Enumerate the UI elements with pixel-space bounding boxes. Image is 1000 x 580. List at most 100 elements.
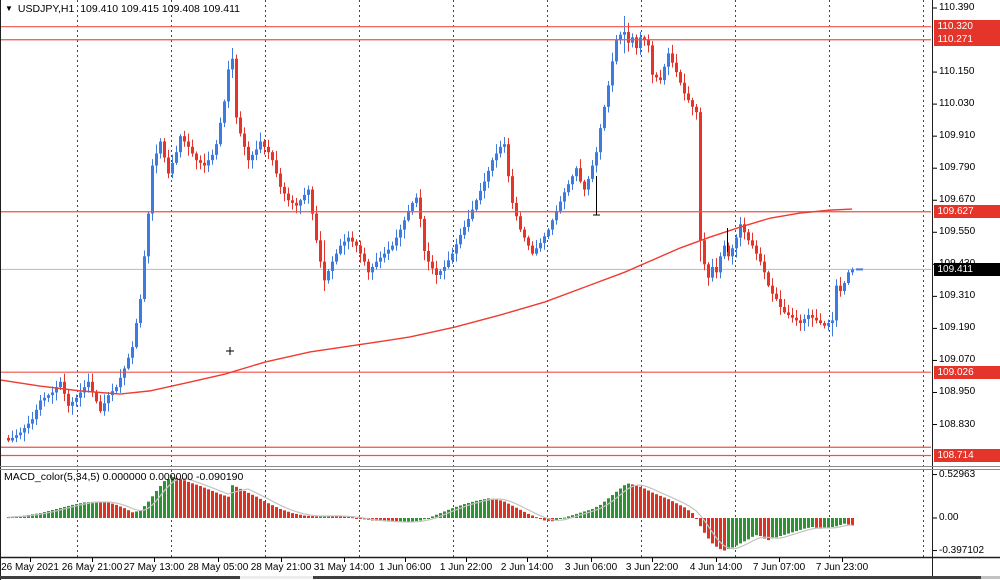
macd-histogram-bar bbox=[171, 477, 174, 518]
time-axis-label: 1 Jun 22:00 bbox=[439, 562, 493, 573]
macd-histogram-bar bbox=[767, 518, 770, 541]
macd-histogram-bar bbox=[419, 518, 422, 521]
macd-histogram-bar bbox=[243, 490, 246, 518]
candle-body bbox=[59, 381, 62, 388]
candle-body bbox=[827, 323, 830, 326]
candle-body bbox=[807, 315, 810, 320]
candle-body bbox=[207, 160, 210, 166]
candle-body bbox=[187, 141, 190, 147]
candle-body bbox=[675, 62, 678, 73]
candle-body bbox=[171, 162, 174, 174]
candle-body bbox=[23, 428, 26, 433]
candle-body bbox=[539, 242, 542, 249]
candle-body bbox=[323, 261, 326, 281]
candle-body bbox=[671, 53, 674, 63]
candle-body bbox=[771, 285, 774, 294]
macd-histogram-bar bbox=[483, 499, 486, 518]
candle-body bbox=[851, 269, 854, 273]
time-axis-label: 7 Jun 23:00 bbox=[815, 562, 869, 573]
h-scrollbar[interactable] bbox=[0, 576, 1000, 579]
macd-histogram-bar bbox=[139, 510, 142, 518]
macd-histogram-bar bbox=[287, 511, 290, 518]
macd-values: 0.000000 0.000000 -0.090190 bbox=[102, 471, 244, 483]
macd-histogram-bar bbox=[283, 510, 286, 518]
candle-body bbox=[791, 315, 794, 318]
macd-histogram-bar bbox=[435, 514, 438, 518]
time-axis-label: 1 Jun 06:00 bbox=[378, 562, 432, 573]
macd-histogram-bar bbox=[547, 518, 550, 521]
candle-body bbox=[751, 240, 754, 246]
time-axis-label: 31 May 14:00 bbox=[313, 562, 375, 573]
candle-body bbox=[599, 128, 602, 153]
macd-histogram-bar bbox=[351, 517, 354, 519]
candle-body bbox=[31, 419, 34, 424]
macd-histogram-bar bbox=[795, 518, 798, 532]
macd-histogram-bar bbox=[327, 515, 330, 518]
macd-histogram-bar bbox=[467, 502, 470, 518]
macd-histogram-bar bbox=[811, 518, 814, 528]
candle-body bbox=[243, 133, 246, 147]
macd-histogram-bar bbox=[275, 507, 278, 518]
candle-body bbox=[503, 144, 506, 147]
macd-histogram-bar bbox=[655, 494, 658, 518]
candle-body bbox=[459, 234, 462, 245]
candle-body bbox=[107, 395, 110, 404]
macd-panel-area[interactable] bbox=[0, 471, 932, 557]
candle-body bbox=[663, 66, 666, 81]
macd-histogram-bar bbox=[527, 513, 530, 518]
candle-body bbox=[567, 184, 570, 193]
candle-body bbox=[55, 387, 58, 393]
macd-histogram-bar bbox=[183, 480, 186, 518]
macd-histogram-bar bbox=[251, 494, 254, 518]
macd-histogram-bar bbox=[595, 506, 598, 518]
macd-histogram-bar bbox=[131, 512, 134, 518]
candle-body bbox=[839, 285, 842, 292]
macd-histogram-bar bbox=[203, 487, 206, 518]
macd-histogram-bar bbox=[519, 509, 522, 518]
candle-body bbox=[579, 168, 582, 182]
candle-body bbox=[615, 40, 618, 62]
candle-body bbox=[131, 347, 134, 358]
macd-histogram-bar bbox=[727, 518, 730, 550]
macd-histogram-bar bbox=[651, 492, 654, 518]
macd-histogram-bar bbox=[63, 506, 66, 518]
macd-histogram-bar bbox=[95, 501, 98, 518]
candle-body bbox=[183, 136, 186, 142]
candle-body bbox=[307, 189, 310, 195]
macd-histogram-bar bbox=[619, 488, 622, 518]
candle-body bbox=[439, 270, 442, 275]
candle-body bbox=[203, 162, 206, 166]
macd-histogram-bar bbox=[267, 503, 270, 518]
candle-body bbox=[347, 237, 350, 242]
macd-histogram-bar bbox=[295, 513, 298, 518]
candle-body bbox=[71, 401, 74, 406]
macd-histogram-bar bbox=[775, 518, 778, 538]
candle-body bbox=[295, 202, 298, 206]
macd-histogram-bar bbox=[635, 485, 638, 518]
macd-histogram-bar bbox=[491, 498, 494, 518]
candle-body bbox=[587, 178, 590, 190]
candle-body bbox=[151, 165, 154, 214]
candle-body bbox=[403, 220, 406, 230]
candle-body bbox=[215, 144, 218, 155]
macd-histogram-bar bbox=[199, 486, 202, 518]
main-chart-area[interactable] bbox=[0, 0, 932, 466]
price-axis-label: 109.670 bbox=[939, 194, 976, 206]
macd-histogram-bar bbox=[599, 504, 602, 518]
macd-histogram-bar bbox=[383, 518, 386, 522]
candle-body bbox=[679, 72, 682, 83]
candle-body bbox=[11, 437, 14, 441]
price-axis-label: 108.830 bbox=[939, 418, 976, 430]
candle-body bbox=[739, 224, 742, 238]
candle-body bbox=[687, 93, 690, 101]
candle-body bbox=[431, 261, 434, 269]
macd-histogram-bar bbox=[307, 515, 310, 518]
macd-histogram-bar bbox=[215, 492, 218, 518]
macd-histogram-bar bbox=[43, 512, 46, 518]
macd-histogram-bar bbox=[471, 501, 474, 518]
chart-dropdown-icon[interactable]: ▼ bbox=[5, 4, 13, 13]
macd-histogram-bar bbox=[271, 505, 274, 518]
macd-histogram-bar bbox=[615, 491, 618, 518]
macd-histogram-bar bbox=[839, 518, 842, 525]
candle-body bbox=[51, 392, 54, 396]
